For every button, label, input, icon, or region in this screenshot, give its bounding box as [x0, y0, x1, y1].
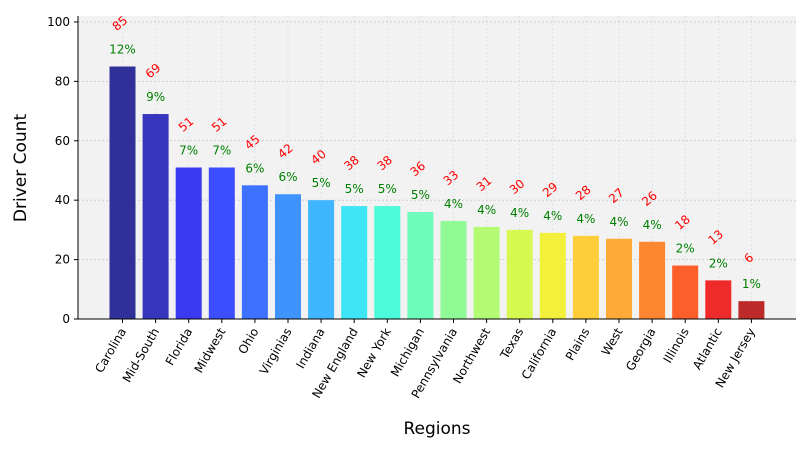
percent-label: 4% — [609, 215, 628, 229]
x-tick-label: Indiana — [293, 326, 327, 371]
percent-label: 4% — [543, 209, 562, 223]
bar-new-jersey — [738, 301, 765, 319]
bar-virginias — [275, 194, 301, 319]
bar-atlantic — [705, 280, 732, 319]
bar-new-york — [374, 206, 401, 319]
percent-label: 5% — [345, 182, 364, 196]
x-tick-label: Georgia — [623, 326, 659, 374]
percent-label: 4% — [510, 206, 529, 220]
bar-indiana — [308, 200, 335, 319]
x-tick-label: West — [599, 325, 626, 358]
bar-pennsylvania — [440, 220, 467, 319]
x-tick-label: Virginias — [257, 326, 295, 378]
percent-label: 4% — [444, 197, 463, 211]
y-tick-label: 60 — [55, 134, 70, 148]
y-tick-label: 40 — [55, 193, 70, 207]
percent-label: 6% — [278, 170, 297, 184]
x-tick-label: Ohio — [236, 326, 262, 357]
percent-label: 5% — [312, 176, 331, 190]
y-tick-label: 80 — [55, 74, 70, 88]
percent-label: 4% — [477, 203, 496, 217]
bar-west — [606, 238, 632, 319]
bars — [109, 66, 765, 319]
percent-label: 7% — [212, 144, 231, 158]
percent-label: 1% — [742, 277, 761, 291]
bar-midwest — [208, 167, 235, 319]
bar-texas — [506, 229, 533, 319]
bar-california — [539, 232, 566, 319]
x-tick-label: Illinois — [661, 326, 692, 366]
bar-carolina — [109, 66, 136, 319]
percent-label: 2% — [676, 242, 695, 256]
percent-label: 4% — [643, 218, 662, 232]
x-tick-label: Florida — [163, 326, 196, 368]
percent-label: 5% — [411, 188, 430, 202]
bar-new-england — [341, 206, 368, 319]
bar-illinois — [672, 265, 699, 319]
bar-michigan — [407, 212, 434, 319]
x-tick-label: Carolina — [92, 326, 129, 376]
bar-ohio — [241, 185, 268, 319]
bar-plains — [572, 235, 599, 319]
axes — [77, 16, 796, 320]
bar-mid-south — [142, 114, 169, 319]
y-tick-label: 100 — [47, 15, 70, 29]
percent-label: 2% — [709, 256, 728, 270]
y-tick-label: 0 — [62, 312, 70, 326]
x-tick-label: Midwest — [192, 325, 229, 375]
x-tick-label: Texas — [497, 326, 526, 363]
bar-georgia — [639, 241, 666, 319]
y-tick-label: 20 — [55, 253, 70, 267]
percent-label: 7% — [179, 144, 198, 158]
percent-label: 6% — [245, 161, 264, 175]
percent-label: 9% — [146, 90, 165, 104]
percent-label: 4% — [576, 212, 595, 226]
x-tick-label: Plains — [563, 326, 593, 363]
bar-florida — [175, 167, 202, 319]
y-ticks: 0 20 40 60 80 100 — [47, 15, 78, 326]
percent-label: 12% — [109, 43, 136, 57]
x-axis-label: Regions — [403, 419, 470, 439]
y-axis-label: Driver Count — [11, 114, 31, 223]
percent-label: 5% — [378, 182, 397, 196]
x-tick-label: Atlantic — [690, 326, 725, 373]
bar-northwest — [473, 226, 500, 319]
